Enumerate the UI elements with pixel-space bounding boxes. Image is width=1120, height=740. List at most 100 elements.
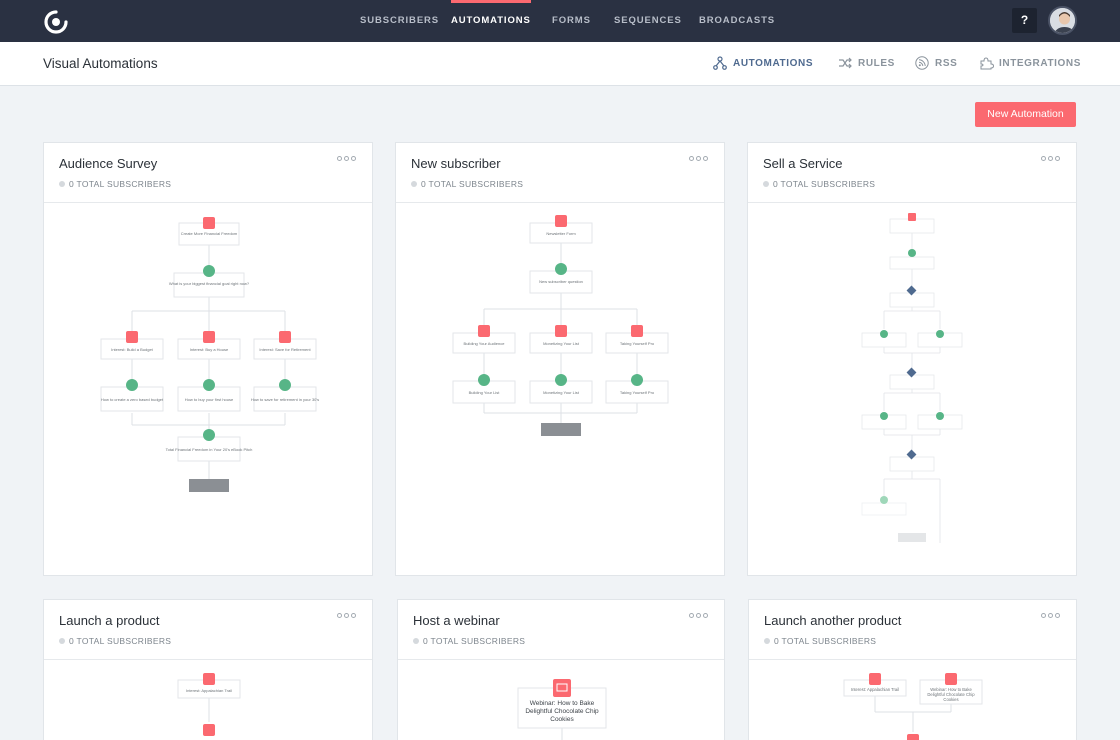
event-node-icon (869, 673, 881, 685)
status-dot-icon (411, 181, 417, 187)
card-title: Launch another product (764, 613, 902, 628)
page-title: Visual Automations (43, 56, 158, 71)
subnav-rss[interactable]: RSS (915, 55, 959, 73)
action-node-icon (880, 249, 944, 504)
rules-icon (839, 57, 852, 69)
flow-diagram: Create More Financial Freedom What is yo… (100, 217, 319, 492)
flow-node-label: How to buy your first house (185, 397, 234, 402)
status-dot-icon (59, 181, 65, 187)
automation-card-host-a-webinar[interactable]: Host a webinar 0 TOTAL SUBSCRIBERS Webin… (397, 599, 725, 740)
flow-diagram: Webinar: How to Bake Delightful Chocolat… (517, 679, 607, 740)
card-subscriber-count: 0 TOTAL SUBSCRIBERS (763, 179, 875, 189)
user-avatar[interactable] (1048, 6, 1077, 35)
end-node (189, 479, 229, 492)
flow-node-label: Webinar: How to Bake Delightful Chocolat… (927, 687, 975, 702)
flow-diagram: Newsletter Form New subscriber question … (452, 215, 669, 436)
nav-forms[interactable]: FORMS (552, 15, 591, 26)
primary-nav: SUBSCRIBERS AUTOMATIONS FORMS SEQUENCES … (0, 0, 1120, 42)
condition-node-icon (906, 285, 917, 460)
flow-node-label: How to save for retirement in your 30's (251, 397, 319, 402)
card-title: Launch a product (59, 613, 160, 628)
help-button[interactable]: ? (1012, 8, 1037, 33)
automation-card-sell-a-service[interactable]: Sell a Service 0 TOTAL SUBSCRIBERS (747, 142, 1077, 576)
automations-icon (713, 56, 727, 70)
subnav-rules-label: RULES (858, 58, 895, 69)
status-dot-icon (59, 638, 65, 644)
flow-node-label: New subscriber question (539, 279, 583, 284)
card-header: Audience Survey 0 TOTAL SUBSCRIBERS (44, 143, 372, 203)
card-more-options-icon[interactable] (1041, 154, 1061, 164)
status-dot-icon (413, 638, 419, 644)
flow-node-label: Total Financial Freedom in Your 20's eBo… (166, 447, 253, 452)
event-node-icon (945, 673, 957, 685)
automation-flow-preview: Interest: Appalachian Trail Webinar: How… (749, 660, 1076, 740)
card-more-options-icon[interactable] (1041, 611, 1061, 621)
flow-node-label: Interest: Appalachian Trail (851, 687, 899, 692)
automation-flow-preview: Newsletter Form New subscriber question … (396, 203, 724, 575)
flow-node-label: Monetizing Your List (543, 341, 580, 346)
event-node-icon (478, 215, 643, 337)
flow-node-label: Interest: Save for Retirement (259, 347, 311, 352)
automation-flow-preview (748, 203, 1076, 575)
convertkit-logo-icon[interactable] (43, 9, 69, 35)
event-node-icon (126, 217, 291, 343)
event-node-icon (203, 724, 215, 736)
flow-diagram: Interest: Appalachian Trail (177, 673, 241, 736)
flow-node-label: Create More Financial Freedom (181, 231, 238, 236)
end-node (898, 533, 926, 542)
flow-node-label: Newsletter Form (546, 231, 576, 236)
card-header: Launch a product 0 TOTAL SUBSCRIBERS (44, 600, 372, 660)
card-subscriber-count: 0 TOTAL SUBSCRIBERS (59, 179, 171, 189)
flow-node-label: Interest: Build a Budget (111, 347, 153, 352)
automation-card-launch-another-product[interactable]: Launch another product 0 TOTAL SUBSCRIBE… (748, 599, 1077, 740)
automation-card-launch-a-product[interactable]: Launch a product 0 TOTAL SUBSCRIBERS Int… (43, 599, 373, 740)
subnav-automations-label: AUTOMATIONS (733, 58, 814, 69)
automation-card-new-subscriber[interactable]: New subscriber 0 TOTAL SUBSCRIBERS (395, 142, 725, 576)
card-more-options-icon[interactable] (337, 611, 357, 621)
card-title: Sell a Service (763, 156, 843, 171)
new-automation-button[interactable]: New Automation (975, 102, 1076, 127)
subnav-rules[interactable]: RULES (838, 55, 894, 73)
top-navigation-bar: SUBSCRIBERS AUTOMATIONS FORMS SEQUENCES … (0, 0, 1120, 42)
automation-flow-preview: Create More Financial Freedom What is yo… (44, 203, 372, 575)
event-node-icon (553, 679, 571, 697)
flow-node-label: Interest: Buy a House (190, 347, 229, 352)
card-more-options-icon[interactable] (689, 154, 709, 164)
nav-automations[interactable]: AUTOMATIONS (451, 0, 531, 42)
subnav-integrations[interactable]: INTEGRATIONS (979, 55, 1080, 73)
subnav-rss-label: RSS (935, 58, 958, 69)
card-title: Audience Survey (59, 156, 158, 171)
rss-icon (915, 56, 929, 70)
automation-flow-preview: Webinar: How to Bake Delightful Chocolat… (398, 660, 724, 740)
nav-broadcasts[interactable]: BROADCASTS (699, 15, 776, 26)
action-node-icon (126, 265, 291, 441)
card-title: Host a webinar (413, 613, 500, 628)
automation-flow-preview: Interest: Appalachian Trail (44, 660, 372, 740)
card-subscriber-count: 0 TOTAL SUBSCRIBERS (413, 636, 525, 646)
card-header: Sell a Service 0 TOTAL SUBSCRIBERS (748, 143, 1076, 203)
flow-diagram (861, 213, 963, 543)
card-more-options-icon[interactable] (689, 611, 709, 621)
end-node (541, 423, 581, 436)
flow-node-label: Webinar: How to Bake Delightful Chocolat… (525, 700, 599, 723)
nav-subscribers[interactable]: SUBSCRIBERS (360, 15, 440, 26)
flow-diagram: Interest: Appalachian Trail Webinar: How… (843, 673, 983, 740)
automation-card-audience-survey[interactable]: Audience Survey 0 TOTAL SUBSCRIBERS (43, 142, 373, 576)
card-header: Launch another product 0 TOTAL SUBSCRIBE… (749, 600, 1076, 660)
flow-node-label: How to create a zero based budget (101, 397, 164, 402)
card-header: New subscriber 0 TOTAL SUBSCRIBERS (396, 143, 724, 203)
integrations-icon (980, 57, 994, 70)
card-subscriber-count: 0 TOTAL SUBSCRIBERS (59, 636, 171, 646)
event-node-icon (908, 213, 916, 221)
status-dot-icon (764, 638, 770, 644)
flow-node-label: Monetizing Your List (543, 390, 580, 395)
avatar-image (1050, 8, 1075, 33)
card-more-options-icon[interactable] (337, 154, 357, 164)
flow-node-label: Interest: Appalachian Trail (186, 688, 232, 693)
nav-sequences[interactable]: SEQUENCES (614, 15, 682, 26)
flow-node-label: Building Your List (469, 390, 501, 395)
flow-node-label: Taking Yourself Pro (620, 390, 655, 395)
status-dot-icon (763, 181, 769, 187)
subnav-automations[interactable]: AUTOMATIONS (713, 55, 817, 73)
event-node-icon (907, 734, 919, 740)
